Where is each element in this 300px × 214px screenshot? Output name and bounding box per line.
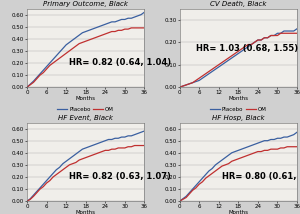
Text: HR= 0.82 (0.64, 1.04): HR= 0.82 (0.64, 1.04) [69, 58, 172, 67]
X-axis label: Months: Months [76, 210, 96, 214]
Title: HF Hosp, Black: HF Hosp, Black [212, 115, 265, 121]
X-axis label: Months: Months [76, 96, 96, 101]
Text: HR= 1.03 (0.68, 1.55): HR= 1.03 (0.68, 1.55) [196, 45, 298, 54]
Title: CV Death, Black: CV Death, Black [210, 1, 266, 7]
Text: HR= 0.82 (0.63, 1.07): HR= 0.82 (0.63, 1.07) [69, 172, 171, 181]
X-axis label: Months: Months [228, 210, 248, 214]
X-axis label: Months: Months [228, 96, 248, 101]
Text: HR= 0.80 (0.61, 1.05): HR= 0.80 (0.61, 1.05) [222, 172, 300, 181]
Legend: Placebo, OM: Placebo, OM [55, 105, 116, 114]
Legend: Placebo, OM: Placebo, OM [208, 105, 269, 114]
Title: HF Event, Black: HF Event, Black [58, 115, 113, 121]
Title: Primary Outcome, Black: Primary Outcome, Black [43, 1, 128, 7]
